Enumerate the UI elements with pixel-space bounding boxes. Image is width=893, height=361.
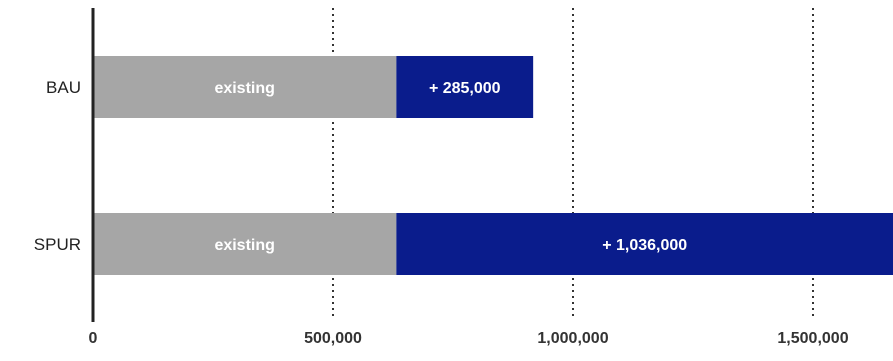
bar-label-bau-1: + 285,000 [429, 80, 501, 97]
x-tick-label-3: 1,500,000 [777, 330, 848, 347]
category-label-bau: BAU [46, 78, 81, 97]
bar-spur-segment-0 [93, 213, 397, 275]
bar-label-bau-0: existing [214, 80, 274, 97]
label-layer: existing + 285,000 BAU existing + 1,036,000 S… [34, 78, 849, 347]
bar-label-spur-0: existing [214, 237, 274, 254]
category-label-spur: SPUR [34, 235, 81, 254]
x-tick-label-0: 0 [89, 330, 98, 347]
bar-bau-segment-0 [93, 56, 397, 118]
bar-layer [93, 56, 893, 275]
bar-bau-segment-1 [396, 56, 534, 118]
bar-label-spur-1: + 1,036,000 [602, 237, 687, 254]
x-tick-label-1: 500,000 [304, 330, 362, 347]
bar-spur-segment-1 [396, 213, 893, 275]
x-tick-label-2: 1,000,000 [537, 330, 608, 347]
